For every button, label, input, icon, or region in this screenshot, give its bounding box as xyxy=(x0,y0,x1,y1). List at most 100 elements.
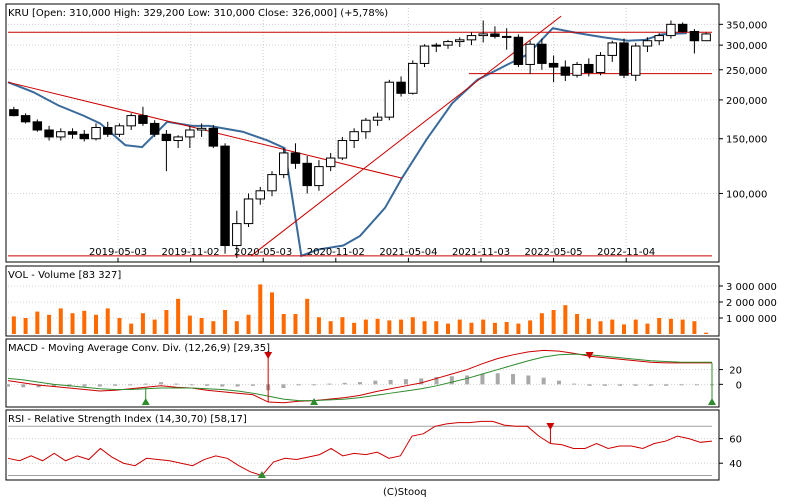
price-panel: 100,000 150,000 200,000 250,000 300,000 350,0… xyxy=(5,3,767,263)
volume-bar xyxy=(586,318,591,334)
rsi-title: RSI - Relative Strength Index (14,30,70)… xyxy=(8,414,247,425)
volume-bar xyxy=(164,310,169,334)
macd-histogram-bar xyxy=(465,375,470,385)
volume-bar xyxy=(328,321,333,334)
footer-credit: (C)Stooq xyxy=(383,487,427,498)
candle-body xyxy=(349,131,359,142)
macd-histogram-bar xyxy=(327,383,332,385)
candle-body xyxy=(185,129,195,138)
buy-arrow-icon xyxy=(257,471,266,478)
candle-body xyxy=(619,42,629,76)
macd-histogram-bar xyxy=(618,384,623,386)
macd-histogram-bar xyxy=(97,384,102,387)
candle-body xyxy=(20,115,31,123)
price-y-tick-label: 350,000 xyxy=(726,20,767,31)
volume-bar xyxy=(70,313,75,334)
macd-histogram-bar xyxy=(36,384,41,388)
volume-bar xyxy=(469,322,474,334)
volume-bar xyxy=(598,321,603,334)
candle-body xyxy=(255,190,265,200)
rsi-y-tick-label: 40 xyxy=(729,459,742,470)
candle-body xyxy=(560,66,571,76)
macd-y-tick-label: 20 xyxy=(729,366,742,377)
volume-bar xyxy=(352,322,357,334)
macd-histogram-bar xyxy=(648,384,653,386)
price-y-tick-label: 200,000 xyxy=(726,96,767,107)
price-x-tick-label: 2020-11-02 xyxy=(307,247,365,258)
volume-y-tick-label: 3 000 000 xyxy=(726,282,777,293)
macd-histogram-bar xyxy=(128,384,133,386)
volume-bar xyxy=(281,314,286,334)
candle-body xyxy=(548,62,559,68)
rsi-y-tick-label: 60 xyxy=(729,435,742,446)
macd-histogram-bar xyxy=(679,384,684,386)
trend-line xyxy=(250,15,562,257)
macd-histogram-bar xyxy=(235,384,240,387)
volume-bar xyxy=(434,321,439,334)
volume-bar xyxy=(211,321,216,334)
volume-bar xyxy=(129,323,134,334)
candle-body xyxy=(631,45,641,76)
candle-body xyxy=(267,174,277,192)
candle-body xyxy=(396,81,406,94)
volume-bar xyxy=(82,310,87,334)
macd-histogram-bar xyxy=(342,382,347,385)
price-x-tick-label: 2020-05-03 xyxy=(234,247,292,258)
candle-body xyxy=(149,122,160,135)
candle-body xyxy=(337,140,348,159)
volume-bar xyxy=(152,319,157,334)
candle-body xyxy=(478,33,488,37)
volume-bar xyxy=(35,311,40,334)
candle-body xyxy=(314,166,324,187)
volume-bar xyxy=(234,321,239,334)
macd-histogram-bar xyxy=(556,380,561,385)
sell-arrow-icon xyxy=(585,352,594,359)
price-x-tick-label: 2022-05-05 xyxy=(525,247,583,258)
price-y-tick-label: 250,000 xyxy=(726,66,767,77)
volume-bar xyxy=(610,319,615,334)
candle-body xyxy=(196,127,207,131)
candle-body xyxy=(9,109,19,117)
volume-panel: 1 000 000 2 000 000 3 000 000 VOL - Volume… xyxy=(5,265,777,337)
macd-y-tick-label: 0 xyxy=(736,380,742,391)
candle-body xyxy=(513,36,524,65)
sell-arrow-icon xyxy=(264,352,273,359)
candle-body xyxy=(572,63,582,76)
volume-bar xyxy=(387,320,392,334)
rsi-panel: 40 60 RSI - Relative Strength Index (14,3… xyxy=(5,409,742,481)
volume-bar xyxy=(316,317,321,334)
buy-arrow-icon xyxy=(310,398,319,405)
candle-body xyxy=(490,33,500,37)
price-y-tick-label: 300,000 xyxy=(726,41,767,52)
volume-bar xyxy=(657,318,662,334)
candle-body xyxy=(44,129,54,138)
candle-body xyxy=(654,35,664,42)
volume-bar xyxy=(105,308,110,334)
macd-histogram-bar xyxy=(220,384,225,387)
macd-histogram-bar xyxy=(388,379,393,385)
volume-bar xyxy=(622,324,626,334)
candle-body xyxy=(79,133,89,140)
buy-arrow-icon xyxy=(708,398,716,405)
volume-bar xyxy=(704,332,709,334)
moving-average-line xyxy=(7,27,687,258)
candle-body xyxy=(220,145,230,247)
volume-bar xyxy=(422,321,427,334)
candle-body xyxy=(372,116,383,121)
candle-body xyxy=(537,43,547,64)
volume-bar xyxy=(199,318,204,334)
volume-bar xyxy=(551,310,556,334)
macd-histogram-bar xyxy=(21,384,26,388)
macd-histogram-bar xyxy=(694,384,699,386)
volume-bar xyxy=(399,319,404,334)
macd-histogram-bar xyxy=(373,380,378,385)
candle-body xyxy=(302,162,312,187)
candle-body xyxy=(384,81,395,118)
candle-body xyxy=(595,54,606,73)
macd-histogram-bar xyxy=(6,384,10,387)
candle-body xyxy=(173,136,183,142)
candle-body xyxy=(114,125,125,135)
macd-histogram-bar xyxy=(526,375,531,385)
volume-y-tick-label: 2 000 000 xyxy=(726,298,777,309)
